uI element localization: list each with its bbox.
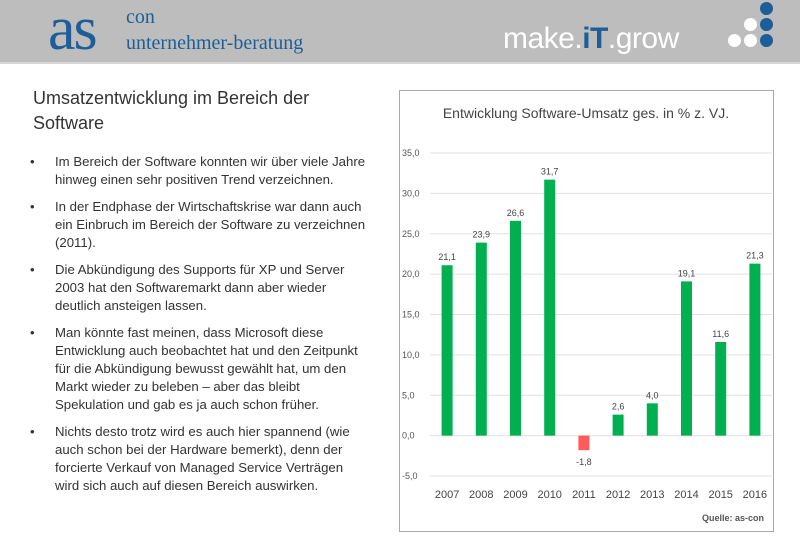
bar-2013 <box>646 403 658 436</box>
chart-title: Entwicklung Software-Umsatz ges. in % z.… <box>443 105 729 121</box>
chart-svg: Entwicklung Software-Umsatz ges. in % z.… <box>402 105 772 523</box>
data-label: 2,6 <box>612 402 625 412</box>
slide-title: Umsatzentwicklung im Bereich der Softwar… <box>33 88 310 133</box>
data-label: 4,0 <box>646 390 659 400</box>
y-tick-label: 30,0 <box>402 188 420 198</box>
y-tick-label: 25,0 <box>402 229 420 239</box>
bar-2010 <box>544 179 556 436</box>
data-label: 21,1 <box>438 252 456 262</box>
bar-2007 <box>441 265 453 436</box>
logo-con: con <box>126 6 155 28</box>
data-label: 31,7 <box>541 167 559 177</box>
slogan-make: make. <box>503 22 583 55</box>
bar-2016 <box>749 263 761 436</box>
bar-2014 <box>681 281 692 436</box>
y-tick-label: -5,0 <box>402 471 418 481</box>
data-label: 26,6 <box>507 208 525 218</box>
data-label: 23,9 <box>473 230 491 240</box>
x-tick-label: 2011 <box>572 489 596 501</box>
y-tick-label: 35,0 <box>402 148 420 158</box>
logo-as: as <box>48 0 98 63</box>
x-tick-label: 2016 <box>743 489 767 501</box>
x-tick-label: 2013 <box>640 489 664 501</box>
y-tick-label: 20,0 <box>402 269 420 279</box>
slogan: make.iT.grow <box>503 22 679 56</box>
header-banner: as con unternehmer-beratung make.iT.grow <box>0 0 800 64</box>
slogan-grow: .grow <box>607 22 679 55</box>
bullet-item: Die Abkündigung des Supports für XP und … <box>30 261 370 315</box>
data-label: -1,8 <box>576 457 592 467</box>
bullet-item: In der Endphase der Wirtschaftskrise war… <box>30 198 370 252</box>
y-tick-label: 0,0 <box>402 431 415 441</box>
data-label: 11,6 <box>712 329 729 339</box>
x-tick-label: 2014 <box>674 489 698 501</box>
chart-source: Quelle: as-con <box>702 513 764 523</box>
data-label: 21,3 <box>746 251 764 261</box>
x-tick-label: 2008 <box>469 489 493 501</box>
bar-2011 <box>578 435 590 451</box>
bar-2015 <box>715 341 727 436</box>
y-tick-label: 10,0 <box>402 350 420 360</box>
x-tick-label: 2015 <box>708 489 732 501</box>
bullet-item: Im Bereich der Software konnten wir über… <box>30 153 370 189</box>
bar-2008 <box>475 242 487 436</box>
bar-chart: Entwicklung Software-Umsatz ges. in % z.… <box>399 90 774 532</box>
y-tick-label: 5,0 <box>402 390 415 400</box>
bullet-item: Nichts desto trotz wird es auch hier spa… <box>30 423 370 495</box>
y-tick-label: 15,0 <box>402 310 420 320</box>
logo-subtitle: unternehmer-beratung <box>126 32 304 54</box>
x-tick-label: 2012 <box>606 489 630 501</box>
data-label: 19,1 <box>678 268 696 278</box>
x-tick-label: 2010 <box>537 489 561 501</box>
bullet-item: Man könnte fast meinen, dass Microsoft d… <box>30 324 370 414</box>
x-tick-label: 2007 <box>435 489 459 501</box>
bar-2012 <box>612 414 624 436</box>
slogan-it: iT <box>582 22 608 55</box>
bullet-list: Im Bereich der Software konnten wir über… <box>30 153 370 504</box>
x-tick-label: 2009 <box>503 489 527 501</box>
bar-2009 <box>510 220 521 436</box>
